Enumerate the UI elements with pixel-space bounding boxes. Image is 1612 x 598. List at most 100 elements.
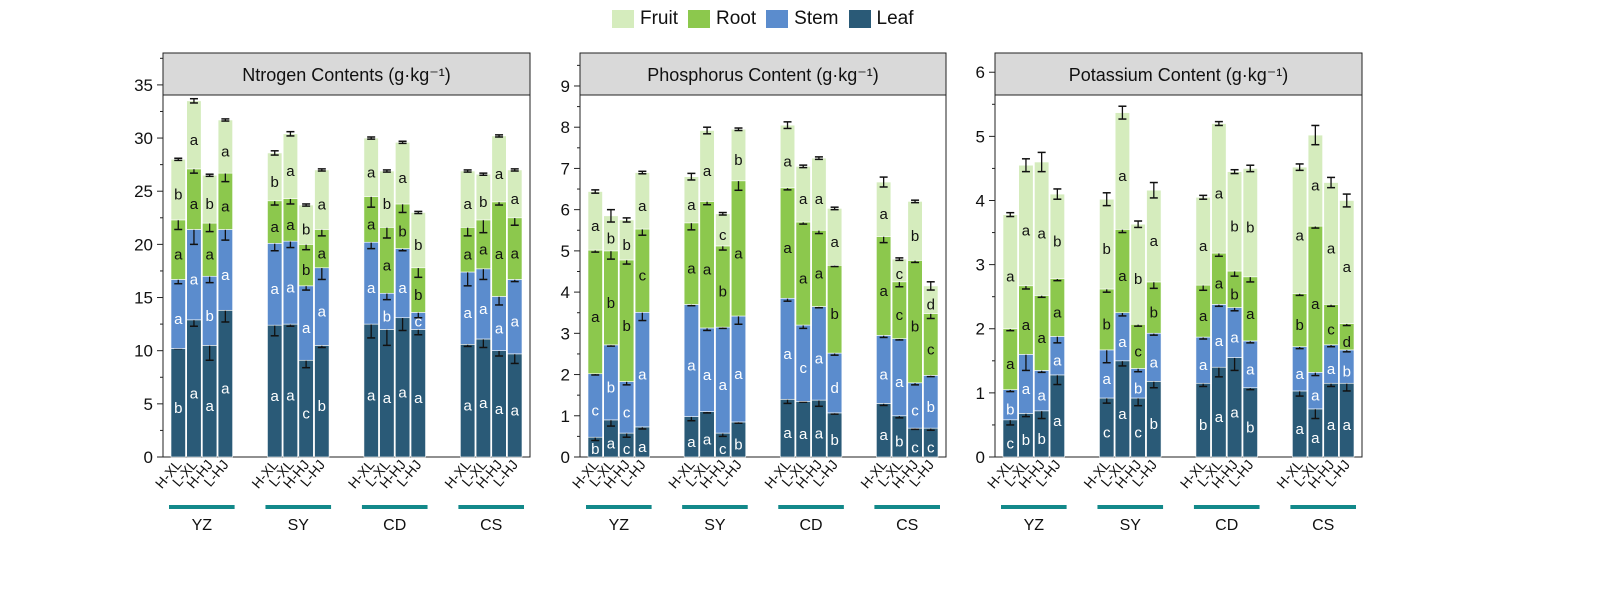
y-tick-label: 1 (561, 407, 570, 426)
significance-letter: a (302, 320, 311, 337)
significance-letter: a (414, 390, 423, 407)
bar-yz-h-hj: a b a b (202, 173, 218, 458)
significance-letter: a (495, 401, 504, 418)
bar-sy-l-xl: a a a a (1114, 105, 1130, 458)
significance-letter: a (1053, 305, 1062, 322)
bar-yz-l-hj: a a c a (634, 170, 650, 458)
significance-letter: c (896, 307, 904, 324)
significance-letter: a (318, 197, 327, 214)
significance-letter: a (463, 398, 472, 415)
bar-cd-h-hj: a a a a (811, 156, 827, 458)
significance-letter: b (1343, 364, 1351, 381)
bar-sy-h-hj: c b c b (1130, 220, 1146, 458)
legend: Fruit Root Stem Leaf (612, 8, 913, 30)
significance-letter: a (1311, 388, 1320, 405)
significance-letter: a (1118, 168, 1127, 185)
bar-cd-l-xl: a a a a (1211, 120, 1227, 458)
significance-letter: a (638, 367, 647, 384)
group-label: SY (288, 517, 310, 534)
significance-letter: b (398, 223, 406, 240)
panel-1: Ntrogen Contents (g·kg⁻¹) 0 5 10 15 20 25 30 35 b… (134, 52, 531, 534)
bar-cs-h-hj: c c b b (907, 199, 923, 458)
group-label: CS (480, 517, 502, 534)
significance-letter: c (1134, 343, 1142, 360)
significance-letter: a (1215, 333, 1224, 350)
significance-letter: b (607, 230, 615, 247)
significance-letter: c (1007, 435, 1015, 452)
significance-letter: d (830, 380, 838, 397)
significance-letter: a (398, 170, 407, 187)
group-label: CD (800, 517, 823, 534)
bar-cs-l-hj: a bd a (1339, 193, 1355, 458)
bar-yz-h-xl: b a a b (170, 157, 186, 458)
bar-cs-h-xl: a a a a (876, 176, 892, 458)
significance-letter: a (1246, 306, 1255, 323)
bar-cd-l-hj: b d b a (827, 206, 843, 458)
significance-letter: a (1118, 334, 1127, 351)
bar-sy-h-xl: c a b b (1099, 192, 1115, 458)
significance-letter: b (734, 152, 742, 169)
significance-letter: b (1103, 241, 1111, 258)
significance-letter: c (592, 402, 600, 419)
significance-letter: a (895, 374, 904, 391)
significance-letter: c (911, 402, 919, 419)
significance-letter: a (1215, 409, 1224, 426)
significance-letter: a (1327, 240, 1336, 257)
title-strip (994, 52, 1363, 96)
significance-letter: a (511, 246, 520, 263)
significance-letter: b (1295, 317, 1303, 334)
significance-letter: a (271, 281, 280, 298)
significance-letter: a (799, 426, 808, 443)
bar-cd-h-xl: a a a a (779, 121, 796, 458)
title-strip (162, 52, 531, 96)
legend-label-fruit: Fruit (640, 8, 678, 29)
group-label: YZ (1024, 517, 1045, 534)
significance-letter: b (479, 194, 487, 211)
significance-letter: a (1006, 269, 1015, 286)
significance-letter: a (495, 246, 504, 263)
legend-label-root: Root (716, 8, 757, 29)
significance-letter: a (221, 267, 230, 284)
significance-letter: b (414, 237, 422, 254)
significance-letter: a (1053, 413, 1062, 430)
significance-letter: a (1118, 406, 1127, 423)
bar-sy-h-xl: a a a b (267, 150, 283, 458)
significance-letter: c (415, 313, 423, 330)
bar-cs-l-hj: c b c d (923, 281, 939, 458)
y-tick-label: 9 (561, 77, 570, 96)
significance-letter: b (607, 295, 615, 312)
significance-letter: a (1037, 330, 1046, 347)
y-tick-label: 6 (976, 63, 985, 82)
significance-letter: c (1327, 322, 1335, 339)
group-label: SY (1120, 517, 1142, 534)
significance-letter: a (879, 427, 888, 444)
significance-letter: a (398, 280, 407, 297)
significance-letter: a (1230, 330, 1239, 347)
significance-letter: a (221, 198, 230, 215)
significance-letter: a (687, 197, 696, 214)
significance-letter: a (1118, 268, 1127, 285)
legend-item-root: Root (688, 8, 756, 30)
bar-cd-h-hj: a a b b (1227, 168, 1243, 458)
group-bar (169, 505, 235, 509)
bar-cs-l-xl: a a a b (475, 172, 491, 458)
bar-cd-l-xl: a c a a (795, 164, 811, 458)
significance-letter: b (591, 441, 599, 458)
panel-2: Phosphorus Content (g·kg⁻¹)0123456789bca… (561, 52, 947, 534)
significance-letter: a (479, 395, 488, 412)
significance-letter: a (221, 381, 230, 398)
significance-letter: a (205, 247, 214, 264)
significance-letter: a (286, 217, 295, 234)
significance-letter: a (271, 388, 280, 405)
bar-sy-h-hj: c a b c (715, 211, 731, 458)
y-tick-label: 4 (976, 191, 985, 210)
group-bar (1097, 505, 1164, 509)
bar-yz-l-hj: a a a b (1049, 188, 1065, 458)
significance-letter: a (367, 216, 376, 233)
group-label: CS (1312, 517, 1334, 534)
significance-letter: c (302, 406, 310, 423)
significance-letter: a (687, 261, 696, 278)
bar-yz-l-xl: a b b b (603, 208, 619, 458)
significance-letter: a (1103, 371, 1112, 388)
